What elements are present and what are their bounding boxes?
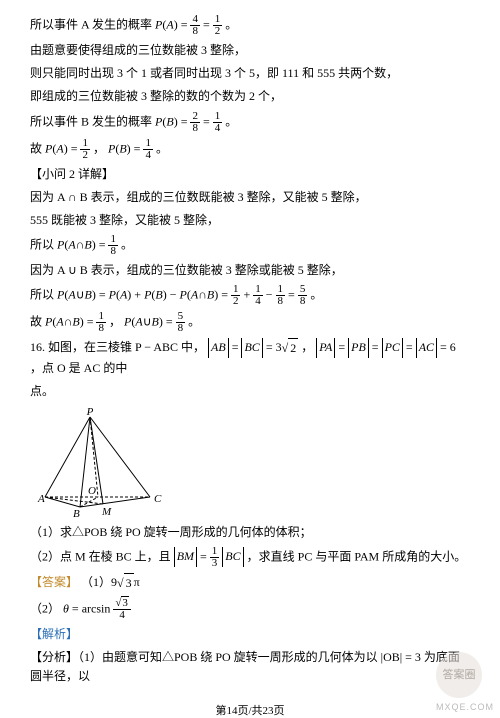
sqrt2: √2 bbox=[282, 338, 299, 358]
analysis-para: 【分析】（1）由题意可知△POB 绕 PO 旋转一周形成的几何体为以 |OB| … bbox=[30, 648, 470, 686]
question-2: （2）点 M 在棱 BC 上，且 BM = 13 BC ，求直线 PC 与平面 … bbox=[30, 546, 470, 569]
frac-1-2: 12 bbox=[213, 14, 223, 37]
abs-PB: PB bbox=[348, 338, 369, 357]
text: 所以事件 A 发生的概率 bbox=[30, 17, 155, 31]
text: 。 bbox=[188, 315, 200, 329]
abs-AC: AC bbox=[416, 338, 437, 357]
text: 。 bbox=[121, 237, 133, 251]
frac-5-8: 58 bbox=[298, 284, 308, 307]
para-6: 故 P(A) = 12 ， P(B) = 14 。 bbox=[30, 138, 470, 161]
para-12: 故 P(A∩B) = 18 ， P(A∪B) = 58 。 bbox=[30, 311, 470, 334]
text: ， bbox=[301, 340, 313, 354]
para-10: 因为 A ∪ B 表示，组成的三位数能被 3 整除或能被 5 整除， bbox=[30, 261, 470, 280]
frac-1-3: 13 bbox=[210, 546, 220, 569]
label-P: P bbox=[86, 407, 94, 418]
abs-BC: BC bbox=[241, 338, 262, 357]
para-3: 则只能同时出现 3 个 1 或者同时出现 3 个 5，即 111 和 555 共… bbox=[30, 64, 470, 83]
label-B: B bbox=[73, 508, 80, 517]
text: 。 bbox=[156, 141, 168, 155]
text: （2）点 M 在棱 BC 上，且 bbox=[30, 549, 174, 563]
abs-PA: PA bbox=[316, 338, 335, 357]
para-5: 所以事件 B 发生的概率 P(B) = 28 = 14 。 bbox=[30, 111, 470, 134]
text: 。 bbox=[225, 17, 237, 31]
para-8: 555 既能被 3 整除，又能被 5 整除， bbox=[30, 211, 470, 230]
label-A: A bbox=[37, 493, 45, 505]
math-PB: P bbox=[155, 114, 162, 128]
para-11: 所以 P(A∪B) = P(A) + P(B) − P(A∩B) = 12 + … bbox=[30, 284, 470, 307]
text: ， bbox=[93, 141, 105, 155]
text: 所以 bbox=[30, 288, 57, 302]
frac-1-4: 14 bbox=[213, 111, 223, 134]
para-4: 即组成的三位数能被 3 整除的数的个数为 2 个， bbox=[30, 87, 470, 106]
frac-1-8c: 18 bbox=[96, 311, 106, 334]
problem-16: 16. 如图，在三棱锥 P − ABC 中， AB = BC = 3√2 ， P… bbox=[30, 338, 470, 378]
abs-BC2: BC bbox=[222, 547, 243, 566]
text: 所以 bbox=[30, 237, 57, 251]
para-2: 由题意要使得组成的三位数能被 3 整除， bbox=[30, 41, 470, 60]
label-M: M bbox=[101, 506, 112, 517]
abs-PC: PC bbox=[382, 338, 403, 357]
text: 。 bbox=[310, 288, 322, 302]
question-1: （1）求△POB 绕 PO 旋转一周形成的几何体的体积； bbox=[30, 523, 470, 542]
math-PA: P bbox=[155, 17, 162, 31]
label-O: O bbox=[88, 485, 96, 497]
frac-1-4b: 14 bbox=[143, 138, 153, 161]
frac-1-8b: 18 bbox=[276, 284, 286, 307]
problem-16-cont: 点。 bbox=[30, 382, 470, 401]
text: 故 bbox=[30, 141, 45, 155]
page: 所以事件 A 发生的概率 P(A) = 48 = 12 。 由题意要使得组成的三… bbox=[0, 0, 500, 718]
frac-5-8b: 58 bbox=[176, 311, 186, 334]
page-footer: 第14页/共23页 bbox=[30, 702, 470, 718]
subheading-2: 【小问 2 详解】 bbox=[30, 165, 470, 184]
text: ， bbox=[109, 315, 121, 329]
text: 16. 如图，在三棱锥 P − ABC 中， bbox=[30, 340, 205, 354]
answer-2-prefix: （2） bbox=[30, 601, 60, 615]
answer-label: 【答案】 bbox=[30, 575, 78, 589]
frac-sqrt3-4: √34 bbox=[113, 598, 131, 621]
frac-1-8: 18 bbox=[108, 234, 118, 257]
answer-line-2: （2） θ = arcsin √34 bbox=[30, 598, 470, 621]
analyze-label: 【解析】 bbox=[30, 625, 470, 644]
para-9: 所以 P(A∩B) = 18 。 bbox=[30, 234, 470, 257]
para-1: 所以事件 A 发生的概率 P(A) = 48 = 12 。 bbox=[30, 14, 470, 37]
para-7: 因为 A ∩ B 表示，组成的三位数既能被 3 整除，又能被 5 整除， bbox=[30, 188, 470, 207]
text: ，求直线 PC 与平面 PAM 所成角的大小。 bbox=[247, 549, 467, 563]
frac-4-8: 48 bbox=[190, 14, 200, 37]
answer-line-1: 【答案】 （1）9√3π bbox=[30, 573, 470, 593]
frac-1-4c: 14 bbox=[253, 284, 263, 307]
text: 。 bbox=[225, 114, 237, 128]
frac-1-2c: 12 bbox=[231, 284, 241, 307]
abs-BM: BM bbox=[174, 547, 197, 566]
text: 所以事件 B 发生的概率 bbox=[30, 114, 155, 128]
frac-1-2b: 12 bbox=[80, 138, 90, 161]
frac-2-8: 28 bbox=[190, 111, 200, 134]
watermark-text: MXQE.COM bbox=[436, 702, 494, 712]
tetrahedron-diagram: P A B C O M bbox=[30, 407, 170, 517]
label-C: C bbox=[154, 493, 162, 505]
abs-AB: AB bbox=[208, 338, 229, 357]
text: ，点 O 是 AC 的中 bbox=[30, 361, 127, 375]
watermark-circle: 答案圈 bbox=[436, 652, 482, 698]
text: 故 bbox=[30, 315, 45, 329]
answer-1: （1）9√3π bbox=[81, 575, 140, 589]
